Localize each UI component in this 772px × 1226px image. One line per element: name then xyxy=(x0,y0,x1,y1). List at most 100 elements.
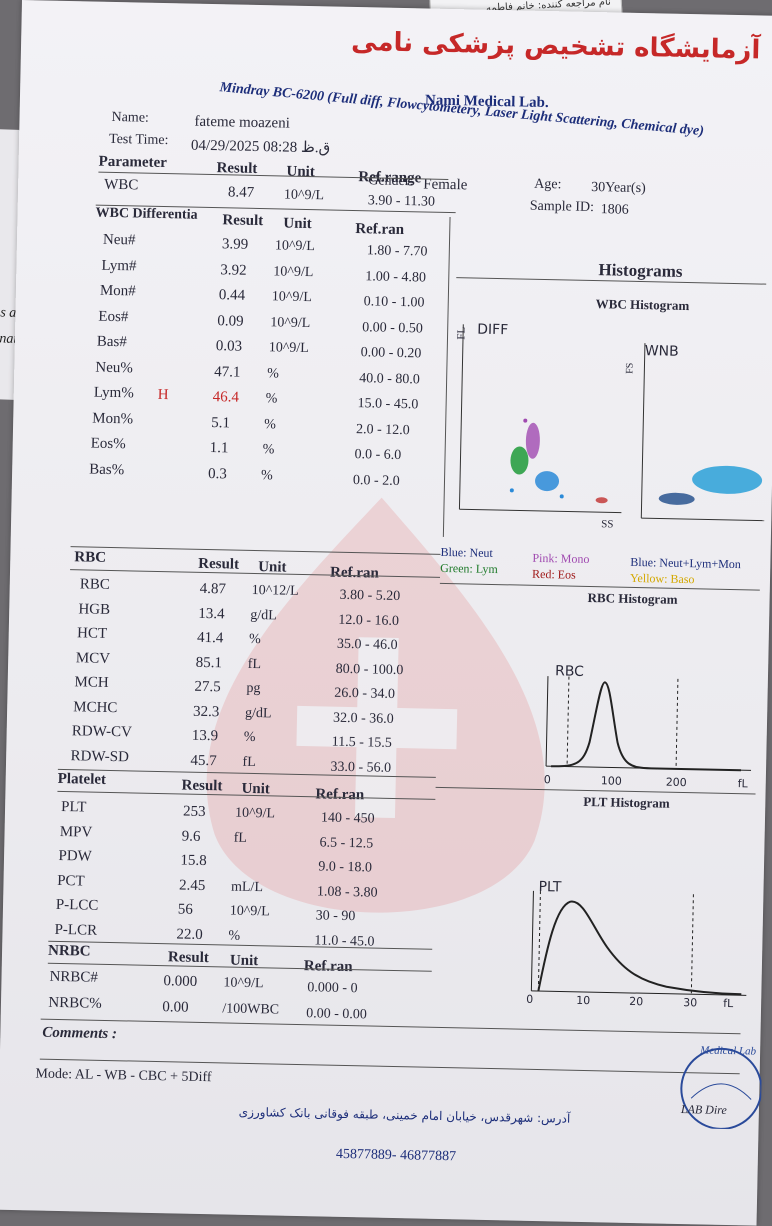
test-time-label: Test Time: xyxy=(108,131,169,149)
row-result: 27.5 xyxy=(194,678,221,696)
differential-title: WBC Differentia xyxy=(95,205,198,223)
legend-blue: Blue: Neut xyxy=(440,544,493,560)
plt-tick: 0 xyxy=(526,992,534,1006)
rbc-rows: RBC 4.87 10^12/L 3.80 - 5.20 HGB 13.4 g/dL 12.0… xyxy=(22,0,772,775)
row-ref: 0.000 - 0 xyxy=(307,980,358,997)
nrbc-ref-header: Ref.ran xyxy=(303,958,353,976)
row-name: RDW-SD xyxy=(70,747,130,765)
row-name: P-LCC xyxy=(55,896,99,914)
row-unit: fL xyxy=(247,656,262,672)
address: آدرس: شهرقدس، خیابان امام خمینی، طبقه فو… xyxy=(238,1104,571,1126)
age-label: Age: xyxy=(534,176,562,193)
diff-scatter-eos xyxy=(595,497,608,504)
row-result: 56 xyxy=(177,901,193,918)
row-unit: % xyxy=(248,631,261,648)
row-result: 13.9 xyxy=(191,727,219,745)
row-result: 0.09 xyxy=(217,312,244,330)
row-name: HGB xyxy=(78,600,111,618)
row-ref: 80.0 - 100.0 xyxy=(335,661,404,678)
row-unit: 10^9/L xyxy=(234,805,276,822)
plt-histogram-label: PLT xyxy=(538,879,562,896)
row-unit: 10^9/L xyxy=(268,340,309,357)
diff-y-label: FL xyxy=(455,326,468,340)
row-ref: 3.80 - 5.20 xyxy=(339,587,401,605)
row-name: PDW xyxy=(58,847,92,865)
parameter-header: Parameter xyxy=(98,153,168,172)
row-name: Neu# xyxy=(102,231,136,249)
diff-unit-header: Unit xyxy=(283,215,312,233)
row-ref: 35.0 - 46.0 xyxy=(336,636,398,654)
row-ref: 30 - 90 xyxy=(315,908,356,925)
row-result: 41.4 xyxy=(196,629,224,647)
legend-wnb-yellow: Yellow: Baso xyxy=(629,570,695,587)
rbc-tick: 0 xyxy=(543,773,551,787)
legend-green: Green: Lym xyxy=(440,560,498,577)
divider xyxy=(40,1018,741,1035)
row-name: MPV xyxy=(59,823,93,841)
plt-histogram xyxy=(530,890,747,996)
diff-ref-header: Ref.ran xyxy=(355,221,405,239)
row-unit: % xyxy=(262,442,275,458)
row-ref: 12.0 - 16.0 xyxy=(338,612,400,629)
name-label: Name: xyxy=(111,109,150,126)
legend-red: Red: Eos xyxy=(531,566,576,582)
row-unit: % xyxy=(243,729,256,746)
legend-wnb-blue: Blue: Neut+Lym+Mon xyxy=(630,554,742,572)
row-unit: % xyxy=(260,467,273,483)
row-name: HCT xyxy=(76,625,108,642)
row-name: NRBC# xyxy=(49,968,99,986)
row-result: 0.00 xyxy=(162,999,189,1016)
watermark-logo xyxy=(206,497,545,913)
row-name: NRBC% xyxy=(48,994,102,1012)
diff-scatter-lym xyxy=(510,446,529,475)
row-name: Lym% xyxy=(93,384,134,402)
row-unit: g/dL xyxy=(250,607,277,623)
plt-tick: 30 xyxy=(683,996,698,1010)
row-unit: 10^9/L xyxy=(273,263,314,280)
wbc-name: WBC xyxy=(103,176,139,194)
row-name: Eos# xyxy=(98,308,129,325)
lab-name-fa: آزمایشگاه تشخیص پزشکی نامی xyxy=(350,26,761,66)
age: 30Year(s) xyxy=(591,179,646,197)
rbc-ref-header: Ref.ran xyxy=(329,564,379,582)
row-ref: 26.0 - 34.0 xyxy=(334,685,396,702)
row-result: 3.99 xyxy=(221,236,249,253)
plt-tick: 10 xyxy=(576,993,591,1008)
row-name: Mon% xyxy=(92,410,134,427)
row-unit: % xyxy=(267,365,280,381)
row-name: MCV xyxy=(75,649,111,667)
row-ref: 2.0 - 12.0 xyxy=(355,421,410,438)
wnb-scatter xyxy=(640,343,765,522)
nrbc-section-title: NRBC xyxy=(47,942,91,960)
histograms-title: Histograms xyxy=(598,260,683,281)
row-unit: 10^9/L xyxy=(229,903,270,920)
row-ref: 1.00 - 4.80 xyxy=(365,268,427,286)
diff-scatter xyxy=(458,324,622,514)
rbc-section-title: RBC xyxy=(74,549,107,566)
diff-label: DIFF xyxy=(477,321,509,339)
rbc-tick: 200 xyxy=(665,775,687,790)
row-unit: 10^9/L xyxy=(271,289,313,306)
row-name: Mon# xyxy=(99,282,136,300)
row-name: RDW-CV xyxy=(71,723,133,741)
analyzer-info: Mindray BC-6200 (Full diff, Flowcytomete… xyxy=(219,80,705,140)
row-ref: 9.0 - 18.0 xyxy=(318,859,373,876)
row-result: 13.4 xyxy=(198,605,225,622)
row-unit: g/dL xyxy=(244,705,272,721)
rbc-tick: fL xyxy=(737,777,748,791)
rbc-histogram xyxy=(545,676,752,772)
row-unit: mL/L xyxy=(230,879,264,895)
row-result: 0.44 xyxy=(218,287,246,304)
row-name: MCH xyxy=(74,674,109,691)
rbc-tick: 100 xyxy=(600,774,622,788)
row-result: 253 xyxy=(182,803,206,821)
row-unit: fL xyxy=(242,754,256,770)
row-unit: fL xyxy=(233,830,248,846)
row-result: 3.92 xyxy=(220,261,247,279)
row-result: 2.45 xyxy=(178,876,206,894)
row-ref: 15.0 - 45.0 xyxy=(357,396,419,413)
row-ref: 1.80 - 7.70 xyxy=(366,243,428,260)
row-ref: 33.0 - 56.0 xyxy=(330,759,392,776)
diff-scatter-mono xyxy=(525,422,540,459)
